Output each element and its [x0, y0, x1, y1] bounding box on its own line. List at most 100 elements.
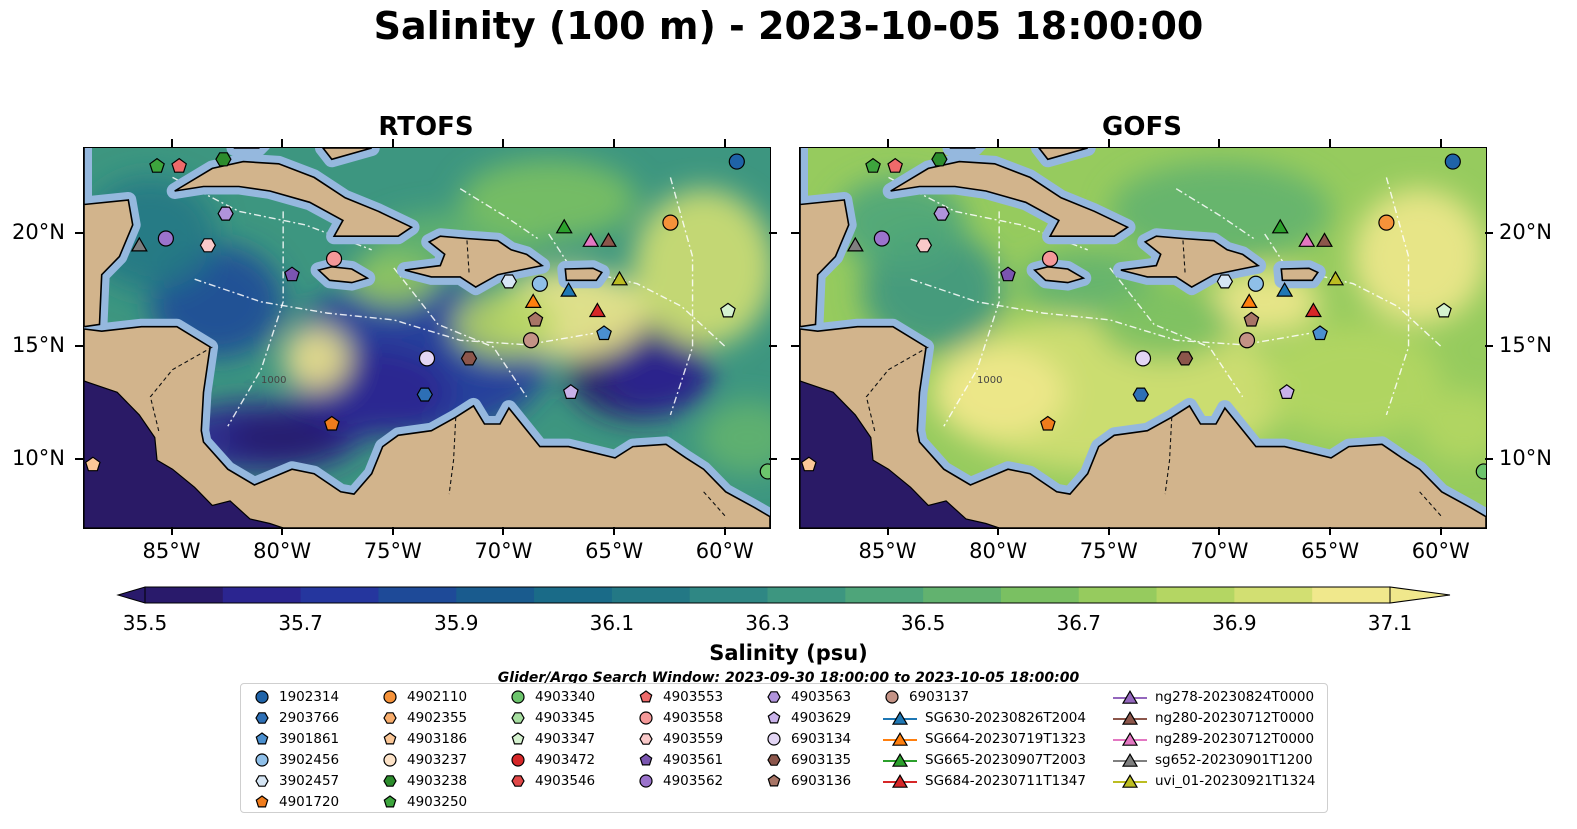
legend-item: 4903186 [381, 728, 467, 749]
legend-label: 4903238 [407, 772, 468, 789]
lon-tick-bottom [886, 527, 889, 535]
lat-tick-label-right: 20°N [1499, 219, 1552, 244]
lon-tick-top [391, 139, 394, 147]
main-title: Salinity (100 m) - 2023-10-05 18:00:00 [373, 4, 1204, 48]
colorbar-tick-label: 36.3 [745, 611, 790, 635]
colorbar-segment [767, 587, 846, 603]
platform-marker-4903345 [511, 711, 525, 724]
legend-item: 4903561 [637, 749, 723, 770]
platform-marker-4903558 [639, 710, 653, 725]
legend-item: 4903629 [765, 707, 851, 728]
land-puertorico [564, 267, 603, 282]
platform-marker-6903136 [527, 311, 544, 327]
colorbar-tick-label: 35.7 [278, 611, 323, 635]
land-hispaniola [1120, 235, 1261, 289]
platform-marker-sg652-20230901T1200 [130, 236, 148, 252]
legend-item: 4903546 [509, 770, 595, 791]
lon-tick-label: 70°W [1190, 539, 1249, 563]
platform-marker-4903186 [800, 456, 817, 472]
legend-label: 4903563 [791, 688, 852, 705]
legend-label: 3901861 [279, 730, 340, 747]
platform-marker-4902110 [383, 689, 397, 704]
eez-boundary [1264, 233, 1443, 348]
legend-item: ng278-20230824T0000 [1113, 686, 1315, 707]
legend-label: 4903558 [663, 709, 724, 726]
lon-tick-bottom [997, 527, 1000, 535]
legend-label: 6903135 [791, 751, 852, 768]
eez-boundary [459, 188, 539, 240]
lat-tick-right [1485, 458, 1493, 461]
platform-marker-3902456 [255, 752, 269, 767]
colorbar-segment [456, 587, 535, 603]
legend-marker-icon [883, 731, 917, 746]
legend-label: 4903237 [407, 751, 468, 768]
lon-tick-top [1218, 139, 1221, 147]
salinity-patch [225, 414, 341, 461]
lon-tick-top [281, 139, 284, 147]
colorbar-label: Salinity (psu) [709, 641, 868, 665]
lon-tick-bottom [391, 527, 394, 535]
platform-marker-SG630-20230826T2004 [891, 710, 909, 725]
eez-boundary [1385, 177, 1410, 416]
lat-tick-left [791, 345, 799, 348]
country-border [149, 346, 213, 434]
lon-tick-bottom [502, 527, 505, 535]
salinity-patch [1419, 390, 1486, 463]
lat-tick-left [791, 231, 799, 234]
platform-marker-SG665-20230907T2003 [1271, 218, 1289, 234]
land-bahamas [321, 148, 372, 161]
bathymetry-label: 1000 [261, 375, 286, 386]
salinity-patch [699, 401, 770, 474]
legend-marker-icon [255, 774, 269, 787]
search-window-text: Glider/Argo Search Window: 2023-09-30 18… [497, 670, 1080, 686]
platform-marker-6903137 [885, 689, 899, 704]
eez-boundary [172, 176, 372, 251]
lat-tick-left [75, 345, 83, 348]
colorbar-segment [845, 587, 924, 603]
lon-tick-bottom [1107, 527, 1110, 535]
lat-tick-label-left: 15°N [12, 333, 65, 358]
legend-marker-icon [767, 710, 781, 723]
platform-marker-3902457 [500, 274, 518, 289]
land-cuba [890, 160, 1130, 237]
legend-marker-icon [383, 794, 397, 807]
map-panel-gofs[interactable]: 1000 [799, 147, 1487, 529]
colorbar-frame [144, 586, 1391, 604]
legend-marker-icon [255, 689, 269, 704]
lon-tick-label: 75°W [1079, 539, 1138, 563]
legend-item: 4903250 [381, 791, 467, 812]
land-central [800, 325, 1486, 528]
legend-item: 6903135 [765, 749, 851, 770]
legend-item: ng289-20230712T0000 [1113, 728, 1315, 749]
lon-tick-bottom [1218, 527, 1221, 535]
legend-column: ng278-20230824T0000 ng280-20230712T0000 ng… [1113, 686, 1315, 791]
legend-label: ng280-20230712T0000 [1155, 709, 1315, 726]
colorbar [116, 586, 1451, 604]
lat-tick-right [769, 345, 777, 348]
legend-item: 4902110 [381, 686, 467, 707]
map-panel-rtofs[interactable]: 1000 [83, 147, 771, 529]
colorbar-extend-max [1389, 586, 1451, 604]
platform-marker-ng289-20230712T0000 [582, 232, 600, 247]
platform-marker-4903559 [199, 238, 217, 253]
colorbar-segment [689, 587, 768, 603]
legend-marker-icon [767, 773, 781, 786]
legend-marker-icon [1113, 731, 1147, 746]
legend-marker-icon [511, 731, 525, 744]
platform-marker-4901720 [1039, 415, 1056, 431]
platform-marker-3902456 [531, 275, 548, 292]
colorbar-segment [222, 587, 302, 603]
legend-item: SG665-20230907T2003 [883, 749, 1086, 770]
platform-marker-SG664-20230719T1323 [891, 731, 909, 746]
platform-marker-4903340 [511, 689, 525, 704]
salinity-patch [932, 347, 1066, 438]
platform-marker-SG684-20230711T1347 [891, 773, 909, 788]
legend-item: 4903345 [509, 707, 595, 728]
legend-item: 4903238 [381, 770, 467, 791]
land-hispaniola [404, 235, 545, 289]
colorbar-segment [1234, 587, 1313, 603]
legend-label: 4903186 [407, 730, 468, 747]
land-bahamas [1037, 148, 1088, 161]
legend-item: 2903766 [253, 707, 339, 728]
lon-tick-top [997, 139, 1000, 147]
